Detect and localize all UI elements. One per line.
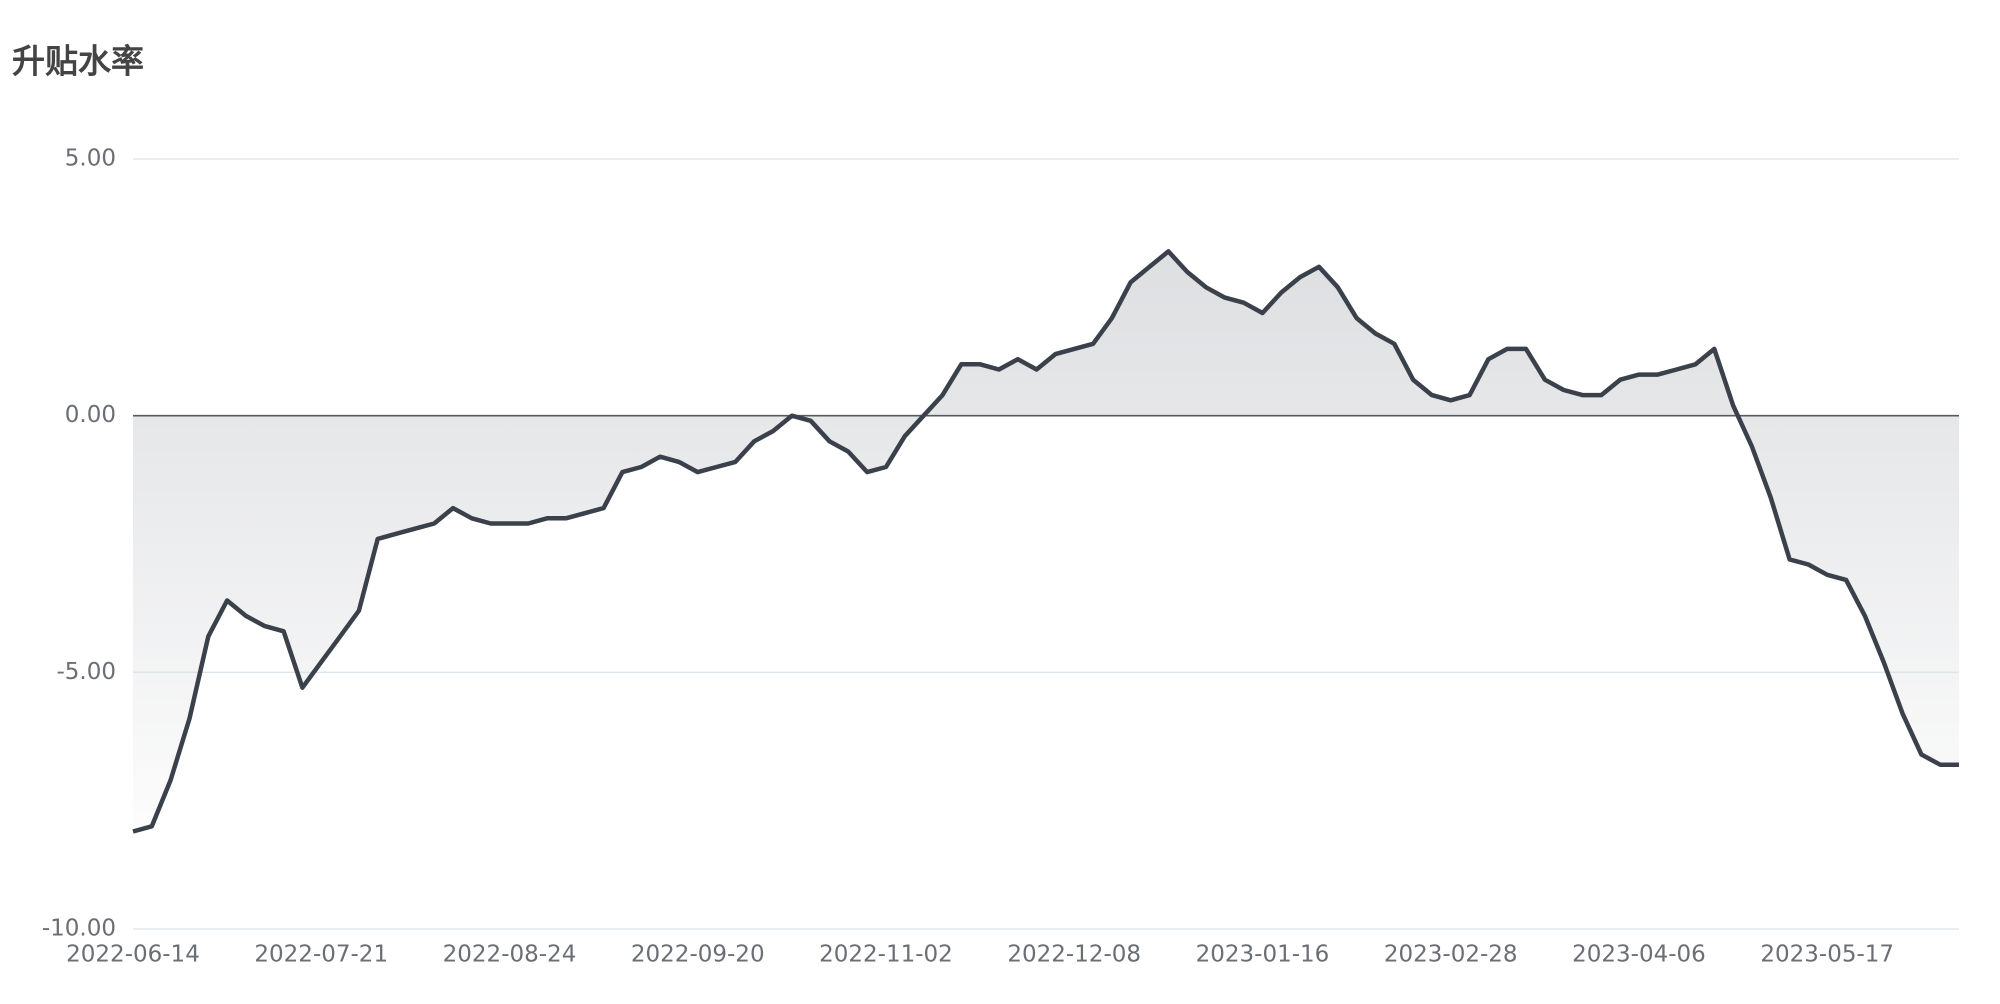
area	[133, 251, 1959, 832]
line	[132, 249, 1959, 834]
x-tick-label: 2022-07-21	[254, 942, 388, 968]
y-tick-label: 0.00	[65, 402, 116, 428]
x-tick-label: 2023-04-06	[1572, 942, 1706, 968]
x-tick-label: 2022-11-02	[819, 942, 953, 968]
x-tick-label: 2023-02-28	[1384, 942, 1518, 968]
x-tick-label: 2022-08-24	[443, 942, 577, 968]
x-tick-label: 2023-01-16	[1196, 942, 1330, 968]
x-tick-label: 2022-06-14	[66, 942, 200, 968]
y-tick-label: -10.00	[42, 916, 116, 942]
x-tick-label: 2022-09-20	[631, 942, 765, 968]
chart-title: 升贴水率	[12, 42, 144, 81]
y-tick-label: 5.00	[65, 146, 116, 172]
x-tick-label: 2023-05-17	[1760, 942, 1894, 968]
x-tick-label: 2022-12-08	[1007, 942, 1141, 968]
y-tick-label: -5.00	[56, 659, 116, 685]
